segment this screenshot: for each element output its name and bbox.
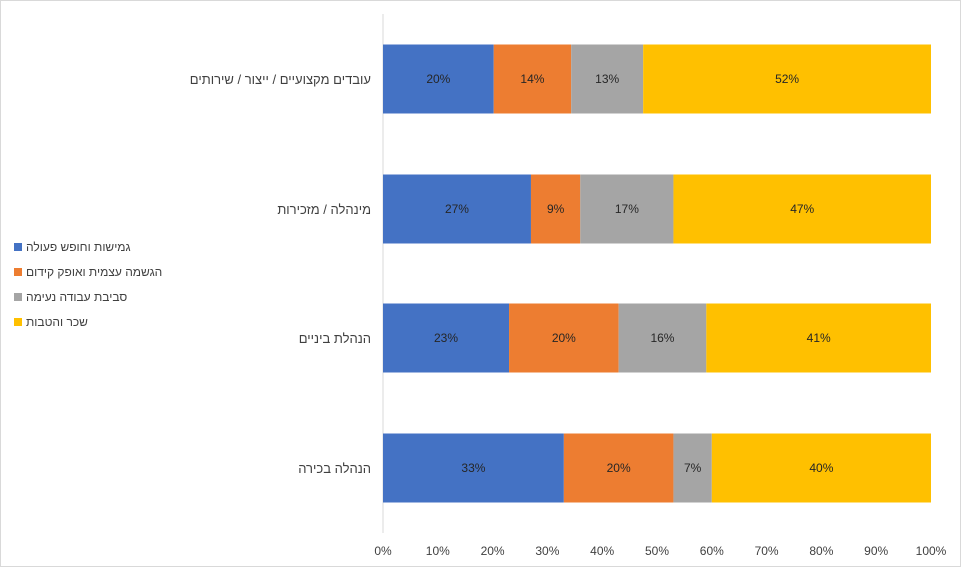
data-label: 27% xyxy=(445,202,469,216)
legend-item: גמישות וחופש פעולה xyxy=(14,234,244,259)
x-tick-label: 10% xyxy=(426,544,450,558)
category-labels: עובדים מקצועיים / ייצור / שירותים מינהלה … xyxy=(190,72,371,476)
x-tick-label: 70% xyxy=(755,544,779,558)
x-axis-tick-labels: 0% 10% 20% 30% 40% 50% 60% 70% 80% 90% 100% xyxy=(374,544,946,558)
legend-swatch-1 xyxy=(14,267,22,276)
data-label: 52% xyxy=(775,72,799,86)
bar-segment xyxy=(383,44,494,114)
data-label: 20% xyxy=(426,72,450,86)
legend-swatch-3 xyxy=(14,317,22,326)
bar-segment xyxy=(509,303,619,373)
legend-swatch-0 xyxy=(14,242,22,251)
bar-segment xyxy=(530,174,581,244)
data-label: 41% xyxy=(807,331,831,345)
bar-segment xyxy=(673,174,931,244)
data-label: 16% xyxy=(650,331,674,345)
category-label: הנהלת ביניים xyxy=(299,331,371,346)
x-tick-label: 0% xyxy=(374,544,392,558)
x-tick-label: 90% xyxy=(864,544,888,558)
category-label: עובדים מקצועיים / ייצור / שירותים xyxy=(190,72,371,87)
legend-label: שכר והטבות xyxy=(26,314,88,329)
legend: גמישות וחופש פעולה הגשמה עצמית ואופק קיד… xyxy=(14,234,244,334)
x-tick-label: 60% xyxy=(700,544,724,558)
data-label: 13% xyxy=(595,72,619,86)
data-label: 20% xyxy=(552,331,576,345)
legend-item: שכר והטבות xyxy=(14,309,244,334)
bars-group: 20% 14% 13% 52% 27% 9% 17% 47% 23% 20% 16% 41% 33% 20… xyxy=(383,44,931,503)
bar-segment xyxy=(563,433,674,503)
x-tick-label: 80% xyxy=(809,544,833,558)
data-label: 9% xyxy=(547,202,565,216)
x-tick-label: 30% xyxy=(535,544,559,558)
category-label: הנהלה בכירה xyxy=(298,461,371,476)
legend-swatch-2 xyxy=(14,292,22,301)
x-tick-label: 50% xyxy=(645,544,669,558)
bar-segment xyxy=(643,44,931,114)
data-label: 7% xyxy=(684,461,702,475)
data-label: 47% xyxy=(790,202,814,216)
legend-item: הגשמה עצמית ואופק קידום xyxy=(14,259,244,284)
data-label: 33% xyxy=(461,461,485,475)
x-tick-label: 40% xyxy=(590,544,614,558)
data-label: 23% xyxy=(434,331,458,345)
legend-label: סביבת עבודה נעימה xyxy=(26,289,128,304)
legend-item: סביבת עבודה נעימה xyxy=(14,284,244,309)
legend-label: הגשמה עצמית ואופק קידום xyxy=(26,264,163,279)
bar-segment xyxy=(383,303,510,373)
bar-segment xyxy=(618,303,707,373)
bar-segment xyxy=(673,433,712,503)
bar-segment xyxy=(711,433,931,503)
x-tick-label: 20% xyxy=(481,544,505,558)
category-label: מינהלה / מזכירות xyxy=(277,202,371,217)
legend-label: גמישות וחופש פעולה xyxy=(26,239,131,254)
bar-segment xyxy=(493,44,572,114)
data-label: 17% xyxy=(615,202,639,216)
bar-segment xyxy=(706,303,931,373)
bar-segment xyxy=(571,44,644,114)
data-label: 40% xyxy=(809,461,833,475)
data-label: 20% xyxy=(607,461,631,475)
x-tick-label: 100% xyxy=(916,544,947,558)
bar-segment xyxy=(383,433,564,503)
bar-segment xyxy=(383,174,531,244)
bar-segment xyxy=(580,174,674,244)
data-label: 14% xyxy=(520,72,544,86)
